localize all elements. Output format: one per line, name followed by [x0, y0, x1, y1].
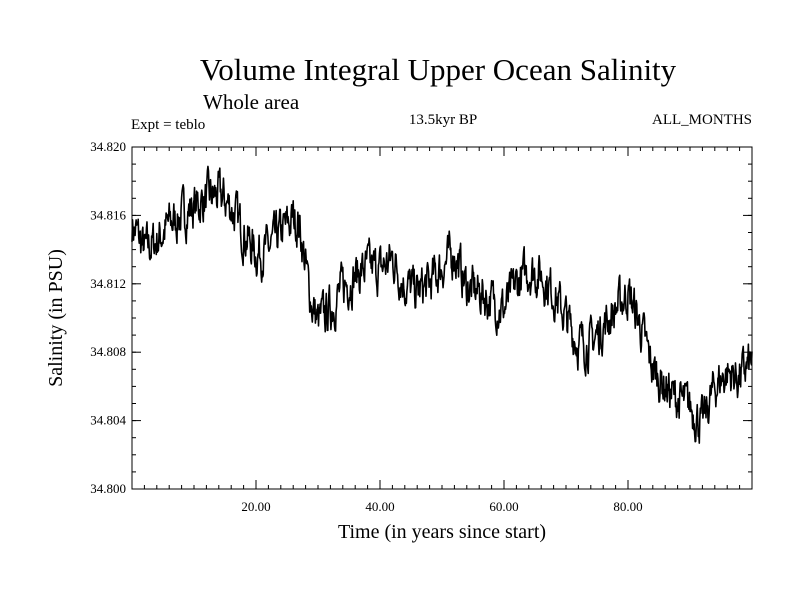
y-tick-label: 34.820	[90, 139, 126, 154]
y-tick-label: 34.812	[90, 276, 126, 291]
experiment-label: Expt = teblo	[131, 117, 205, 133]
y-tick-label: 34.804	[90, 413, 126, 428]
period-label: 13.5kyr BP	[409, 112, 477, 128]
y-tick-label: 34.800	[90, 481, 126, 496]
months-label: ALL_MONTHS	[652, 112, 752, 128]
x-tick-label: 20.00	[241, 499, 270, 514]
x-tick-label: 80.00	[613, 499, 642, 514]
y-tick-label: 34.808	[90, 344, 126, 359]
x-tick-label: 60.00	[489, 499, 518, 514]
x-tick-label: 40.00	[365, 499, 394, 514]
data-series	[131, 165, 753, 444]
chart-subtitle: Whole area	[203, 90, 300, 114]
axes: 34.800 34.804 34.808 34.812 34.816 34.820 20.0…	[90, 139, 752, 514]
salinity-series-line	[131, 165, 753, 444]
y-tick-label: 34.816	[90, 207, 126, 222]
chart-title: Volume Integral Upper Ocean Salinity	[200, 52, 677, 87]
plot-frame	[131, 146, 753, 490]
y-axis-label: Salinity (in PSU)	[45, 249, 67, 387]
x-axis-label: Time (in years since start)	[338, 521, 546, 543]
